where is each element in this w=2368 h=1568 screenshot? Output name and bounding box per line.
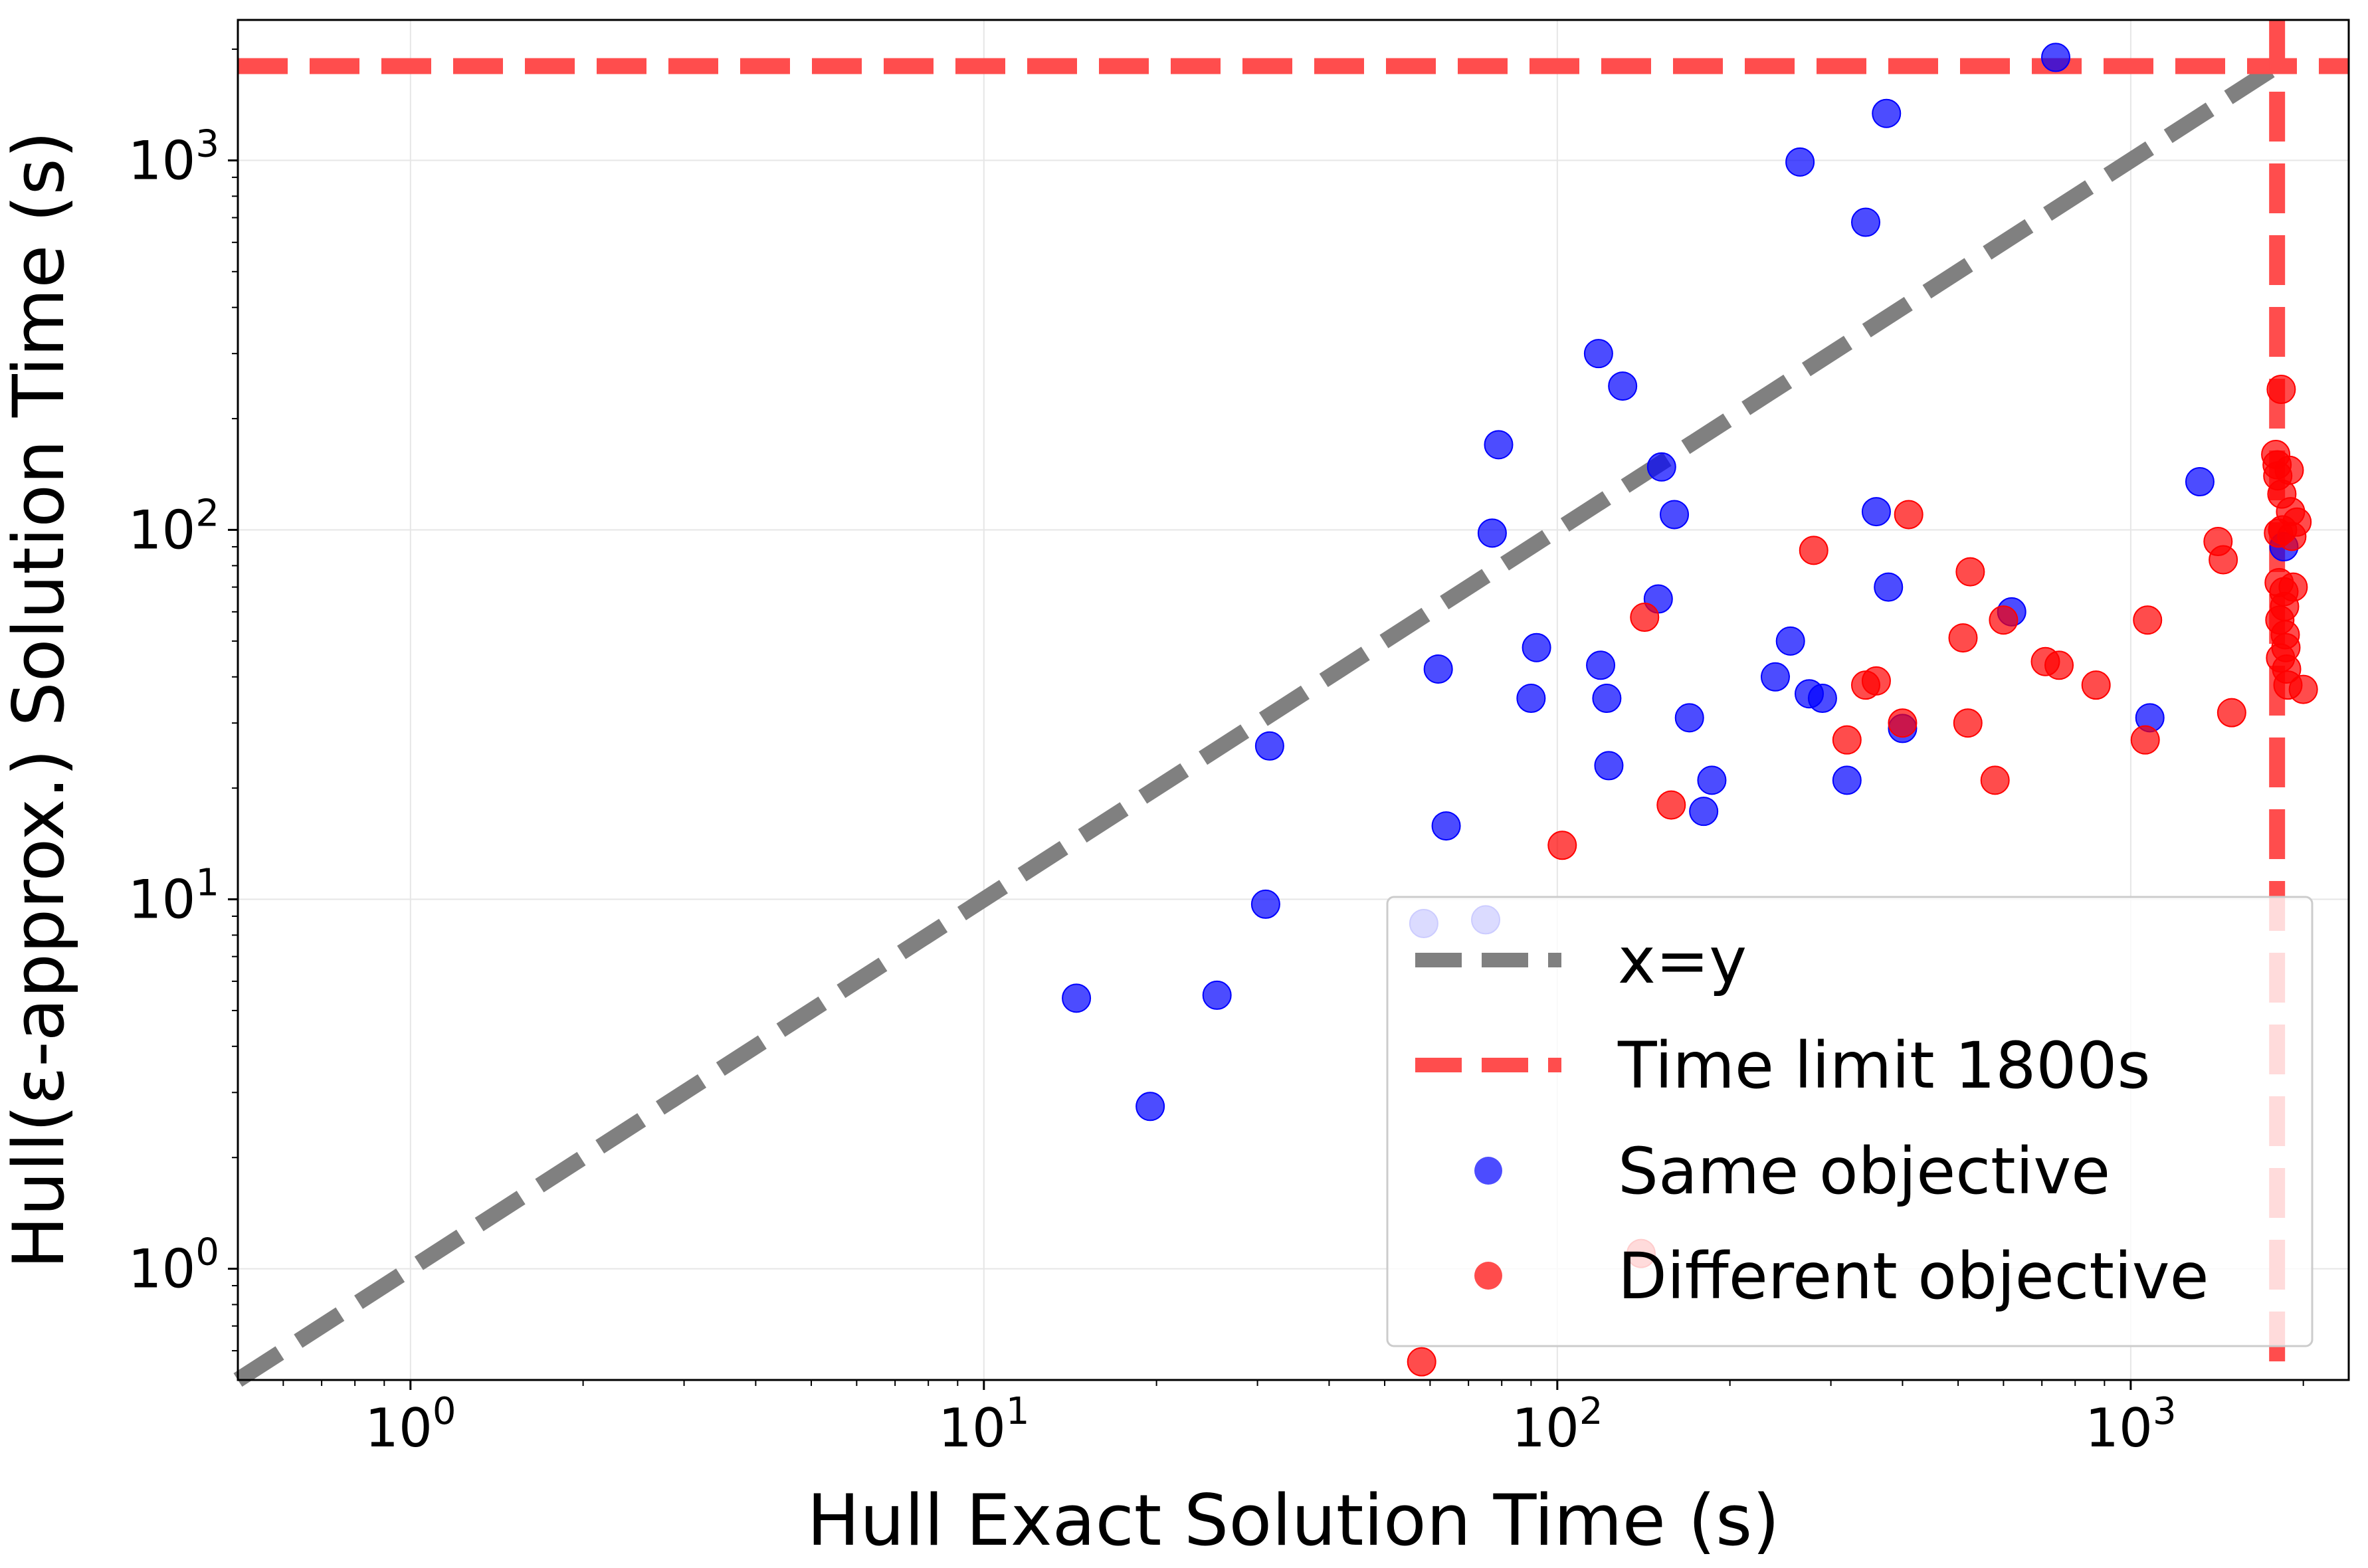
point-different-objective	[2282, 507, 2312, 537]
legend-label-time-limit: Time limit 1800s	[1617, 1029, 2150, 1103]
point-different-objective	[2133, 605, 2163, 635]
x-tick-label: 100	[365, 1390, 456, 1459]
point-different-objective	[1955, 557, 1985, 587]
point-different-objective	[1953, 708, 1983, 738]
point-same-objective	[1660, 500, 1690, 530]
point-same-objective	[1423, 654, 1453, 684]
point-same-objective	[1689, 797, 1719, 827]
point-same-objective	[1586, 650, 1616, 680]
x-tick-label: 101	[938, 1390, 1029, 1459]
point-same-objective	[1592, 684, 1622, 714]
point-different-objective	[2266, 375, 2296, 405]
legend-marker-same	[1474, 1157, 1502, 1185]
point-same-objective	[1608, 371, 1638, 401]
point-same-objective	[1872, 98, 1902, 128]
point-different-objective	[1656, 790, 1686, 820]
y-axis-ticks: 100 101 102 103	[128, 49, 238, 1351]
point-same-objective	[1583, 339, 1613, 369]
point-different-objective	[1547, 831, 1577, 860]
point-different-objective	[2044, 650, 2074, 680]
y-tick-label: 103	[128, 122, 219, 191]
x-axis-ticks: 100 101 102 103	[282, 1380, 2304, 1459]
point-same-objective	[1850, 207, 1880, 237]
legend: x=y Time limit 1800s Same objective Diff…	[1386, 896, 2314, 1347]
point-same-objective	[1697, 765, 1727, 795]
legend-label-same: Same objective	[1618, 1134, 2110, 1209]
point-same-objective	[2041, 43, 2071, 72]
point-different-objective	[1832, 725, 1862, 755]
point-same-objective	[1646, 452, 1676, 482]
point-different-objective	[1948, 623, 1978, 653]
point-different-objective	[1989, 605, 2019, 635]
y-axis-label: Hull(ε-approx.) Solution Time (s)	[0, 131, 80, 1269]
reference-lines	[233, 20, 2349, 1387]
x-tick-label: 103	[2085, 1390, 2176, 1459]
diagonal-reference-line	[233, 59, 2282, 1387]
point-same-objective	[1135, 1092, 1165, 1122]
grid	[238, 20, 2349, 1380]
point-same-objective	[1785, 147, 1815, 177]
point-different-objective	[2081, 670, 2111, 700]
point-different-objective	[2130, 725, 2160, 755]
point-same-objective	[1254, 731, 1284, 761]
y-tick-label: 101	[128, 862, 219, 931]
point-different-objective	[2209, 545, 2238, 575]
legend-marker-different	[1474, 1262, 1502, 1290]
x-tick-label: 102	[1512, 1390, 1603, 1459]
point-different-objective	[1799, 536, 1828, 565]
point-same-objective	[2185, 467, 2215, 497]
point-different-objective	[1888, 708, 1918, 738]
point-same-objective	[1674, 703, 1704, 733]
point-different-objective	[2274, 455, 2304, 485]
y-tick-label: 100	[128, 1231, 219, 1300]
point-same-objective	[1202, 980, 1232, 1010]
point-same-objective	[1861, 497, 1891, 527]
point-same-objective	[1250, 889, 1280, 919]
point-different-objective	[2217, 698, 2246, 728]
point-different-objective	[1894, 500, 1924, 530]
point-same-objective	[1477, 518, 1507, 548]
y-tick-label: 102	[128, 492, 219, 561]
point-different-objective	[1407, 1347, 1436, 1377]
point-different-objective	[1980, 765, 2010, 795]
point-same-objective	[1775, 626, 1805, 656]
point-same-objective	[1062, 983, 1092, 1013]
point-same-objective	[1522, 633, 1551, 662]
point-same-objective	[1807, 684, 1837, 714]
plot-frame	[237, 19, 2350, 1381]
point-same-objective	[1874, 572, 1904, 602]
point-same-objective	[1484, 430, 1514, 460]
point-different-objective	[2288, 674, 2318, 704]
point-different-objective	[1861, 666, 1891, 696]
x-axis-label: Hull Exact Solution Time (s)	[807, 1480, 1779, 1561]
point-same-objective	[1431, 811, 1461, 841]
legend-label-different: Different objective	[1618, 1239, 2209, 1314]
point-same-objective	[1760, 662, 1790, 692]
point-same-objective	[1832, 765, 1862, 795]
legend-label-diagonal: x=y	[1618, 924, 1747, 998]
legend-box	[1386, 896, 2314, 1347]
point-same-objective	[1594, 751, 1624, 781]
point-different-objective	[1630, 603, 1660, 633]
point-different-objective	[2278, 572, 2308, 602]
point-same-objective	[1516, 684, 1546, 714]
